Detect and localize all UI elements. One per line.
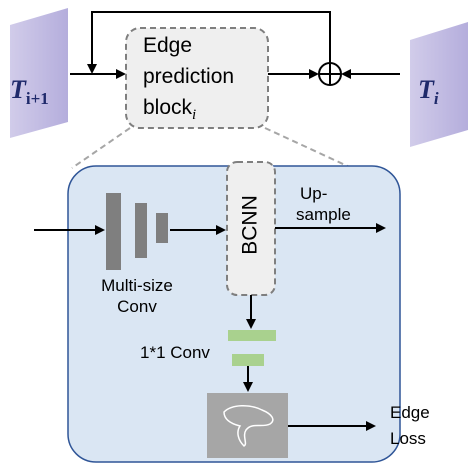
conv-bar — [156, 213, 168, 243]
subscript: i+1 — [26, 89, 49, 108]
loss-label: Loss — [390, 429, 426, 448]
symbol: T — [418, 75, 435, 104]
conv-label: Multi-size — [101, 276, 173, 295]
conv1x1-bar — [232, 354, 264, 366]
diagram: Ti+1 Ti Edge prediction blocki Multi-siz… — [0, 0, 470, 469]
edge-map — [207, 393, 288, 458]
block-line: Edge — [143, 34, 192, 57]
conv-bar — [106, 193, 121, 270]
conv1x1-bar — [228, 330, 276, 341]
block-line: prediction — [143, 65, 234, 88]
upsample-label: sample — [296, 205, 351, 224]
upsample-label: Up- — [300, 184, 327, 203]
text: block — [143, 96, 193, 119]
zoom-line — [72, 128, 130, 168]
bcnn-label: BCNN — [239, 195, 262, 255]
symbol: T — [10, 75, 27, 104]
conv1x1-label: 1*1 Conv — [140, 343, 210, 362]
loss-label: Edge — [390, 403, 430, 422]
input-panel — [10, 8, 68, 138]
conv-label: Conv — [117, 297, 157, 316]
subscript: i — [434, 89, 439, 108]
subscript: i — [192, 107, 196, 123]
block-line: blocki — [143, 96, 196, 123]
conv-bar — [135, 203, 147, 258]
zoom-line — [265, 128, 356, 170]
